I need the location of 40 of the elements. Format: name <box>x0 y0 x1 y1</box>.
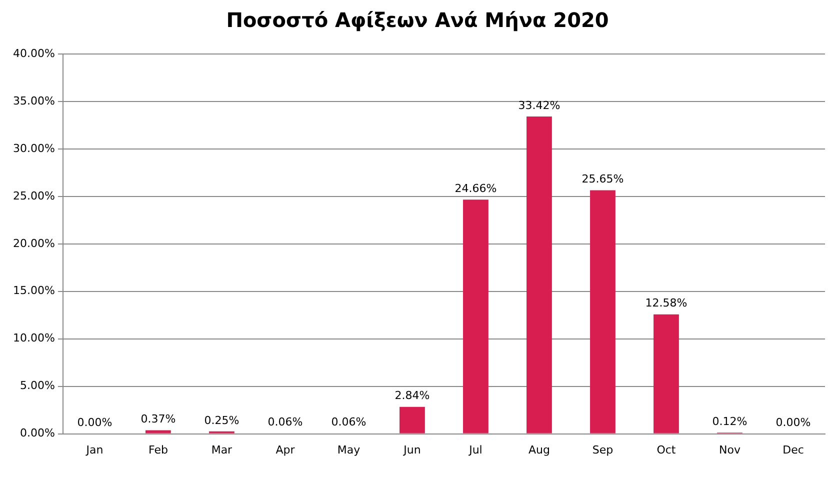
x-tick-label: Mar <box>211 443 233 456</box>
data-label: 0.06% <box>331 416 366 429</box>
y-tick-label: 35.00% <box>12 94 55 108</box>
bar <box>463 200 488 434</box>
data-label: 0.00% <box>77 416 112 430</box>
x-tick-label: Jun <box>402 443 421 456</box>
data-label: 33.42% <box>518 98 560 112</box>
y-tick-label: 25.00% <box>12 189 55 202</box>
data-label: 0.12% <box>712 415 748 428</box>
data-label: 0.06% <box>268 416 303 429</box>
bar <box>654 314 679 434</box>
x-tick-label: Nov <box>719 443 741 456</box>
x-tick-label: Jan <box>85 443 104 456</box>
x-tick-label: Feb <box>148 443 168 456</box>
y-tick-label: 30.00% <box>12 142 55 155</box>
y-tick-label: 40.00% <box>12 46 55 60</box>
data-label: 12.58% <box>645 296 688 310</box>
y-tick-label: 20.00% <box>12 236 55 250</box>
y-tick-label: 10.00% <box>12 332 55 345</box>
x-tick-label: Sep <box>592 443 614 456</box>
data-label: 0.25% <box>204 414 240 427</box>
bar <box>400 406 425 434</box>
data-label: 2.84% <box>394 389 430 402</box>
y-tick-label: 5.00% <box>20 379 55 392</box>
data-label: 24.66% <box>454 182 497 196</box>
data-label: 0.37% <box>140 412 176 426</box>
bar <box>526 116 552 434</box>
x-tick-label: Apr <box>276 443 296 456</box>
data-label: 0.00% <box>776 416 811 430</box>
x-tick-label: Aug <box>528 443 550 456</box>
x-tick-label: May <box>337 443 361 456</box>
bar <box>590 190 616 434</box>
y-tick-label: 15.00% <box>12 284 55 298</box>
chart-title: Ποσοστό Αφίξεων Ανά Μήνα 2020 <box>226 8 609 32</box>
x-tick-label: Oct <box>656 443 676 456</box>
x-tick-label: Jul <box>468 443 482 456</box>
data-label: 25.65% <box>582 172 624 186</box>
y-tick-label: 0.00% <box>20 426 55 440</box>
bar <box>146 430 171 434</box>
x-tick-label: Dec <box>782 443 804 456</box>
